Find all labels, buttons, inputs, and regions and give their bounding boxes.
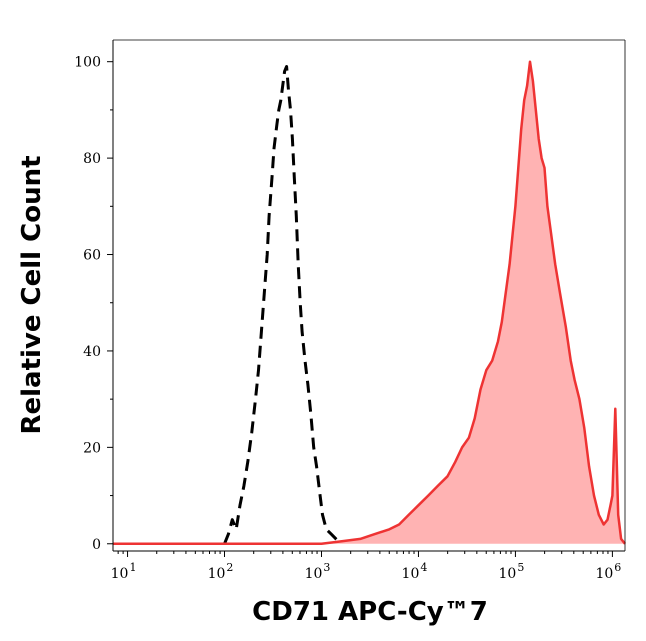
series-fill [113,61,625,544]
y-axis-title: Relative Cell Count [17,155,47,434]
y-tick-label: 40 [83,344,101,360]
y-tick-label: 20 [83,440,101,456]
x-axis-title: CD71 APC-Cy™7 [252,597,488,627]
series-line-dashed [223,65,342,545]
x-tick-label: 103 [305,561,331,582]
y-tick-label: 80 [83,151,101,167]
x-tick-label: 105 [499,561,525,582]
x-tick-label: 101 [111,561,137,582]
axes [107,39,626,557]
y-tick-label: 0 [92,537,101,553]
x-tick-label: 104 [402,561,428,582]
tick-labels: 0 20 40 60 80 100 101 102 103 104 105 106 [74,55,621,582]
x-tick-label: 106 [595,561,621,582]
x-tick-label: 102 [208,561,234,582]
y-tick-label: 100 [74,55,101,71]
y-tick-label: 60 [83,248,101,264]
series-line-filled [113,60,626,546]
plot-area [113,60,626,546]
